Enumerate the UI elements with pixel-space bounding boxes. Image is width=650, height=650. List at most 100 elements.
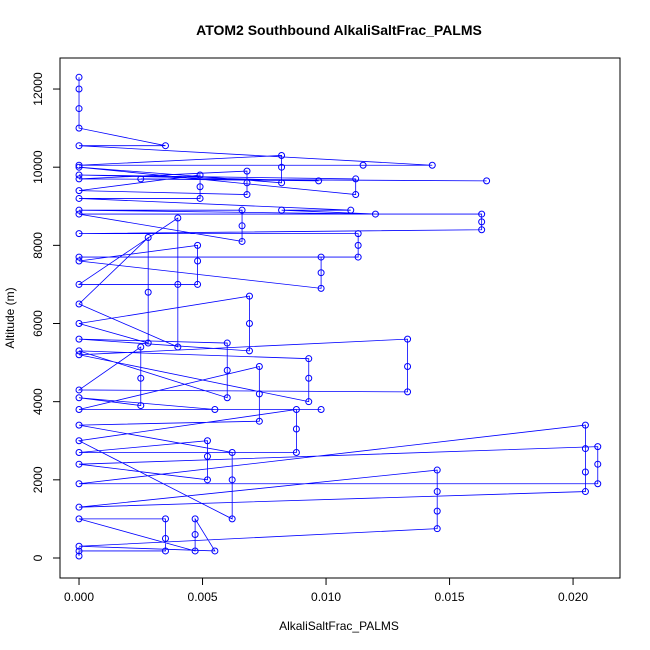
point [278, 206, 286, 214]
point [75, 552, 83, 560]
point [75, 105, 83, 113]
point [203, 437, 211, 445]
point [211, 547, 219, 555]
point [191, 547, 199, 555]
point [317, 253, 325, 261]
point [75, 194, 83, 202]
point [191, 515, 199, 523]
point [581, 468, 589, 476]
point [137, 175, 145, 183]
point [75, 85, 83, 93]
point [404, 362, 412, 370]
point [315, 177, 323, 185]
point [354, 253, 362, 261]
point [292, 448, 300, 456]
point [75, 437, 83, 445]
point [75, 515, 83, 523]
point [191, 531, 199, 539]
point [144, 234, 152, 242]
point [75, 171, 83, 179]
point [404, 388, 412, 396]
point [228, 448, 236, 456]
point [75, 257, 83, 265]
point [478, 210, 486, 218]
point [317, 269, 325, 277]
point [278, 163, 286, 171]
plot-frame [59, 57, 621, 579]
point [278, 151, 286, 159]
x-tick-label: 0.005 [188, 590, 218, 604]
point [75, 230, 83, 238]
point [194, 280, 202, 288]
point [433, 488, 441, 496]
point [196, 171, 204, 179]
point [594, 443, 602, 451]
point [174, 343, 182, 351]
point [223, 339, 231, 347]
point [223, 366, 231, 374]
point [137, 374, 145, 382]
point [75, 351, 83, 359]
point [243, 191, 251, 199]
y-tick-label: 2000 [31, 466, 45, 493]
point [161, 547, 169, 555]
point [354, 241, 362, 249]
point [478, 226, 486, 234]
y-tick-label: 10000 [31, 150, 45, 184]
point [243, 179, 251, 187]
point [174, 214, 182, 222]
y-tick-label: 0 [31, 554, 45, 561]
point [137, 343, 145, 351]
point [305, 355, 313, 363]
point [75, 300, 83, 308]
point [371, 210, 379, 218]
point [228, 515, 236, 523]
point [243, 167, 251, 175]
point [483, 177, 491, 185]
point [223, 394, 231, 402]
point [75, 280, 83, 288]
point [75, 142, 83, 150]
y-tick-label: 4000 [31, 388, 45, 415]
point [75, 163, 83, 171]
point [75, 421, 83, 429]
point [581, 421, 589, 429]
point [404, 335, 412, 343]
point [161, 142, 169, 150]
point [238, 222, 246, 230]
point [75, 460, 83, 468]
point [278, 179, 286, 187]
point [238, 206, 246, 214]
y-tick-label: 8000 [31, 232, 45, 259]
y-tick-label: 6000 [31, 310, 45, 337]
point [196, 194, 204, 202]
point [352, 191, 360, 199]
chart-title: ATOM2 Southbound AlkaliSaltFrac_PALMS [196, 22, 482, 38]
x-tick-label: 0.000 [64, 590, 94, 604]
point [203, 452, 211, 460]
point [75, 161, 83, 169]
point [137, 402, 145, 410]
point [354, 230, 362, 238]
point [245, 292, 253, 300]
x-tick-label: 0.015 [435, 590, 465, 604]
series-line [77, 77, 599, 557]
point [194, 241, 202, 249]
point [75, 480, 83, 488]
point [594, 480, 602, 488]
point [433, 525, 441, 533]
point [75, 175, 83, 183]
point [305, 374, 313, 382]
point [292, 405, 300, 413]
point [581, 488, 589, 496]
point [194, 257, 202, 265]
y-axis-label: Altitude (m) [3, 287, 17, 348]
point [292, 425, 300, 433]
point [161, 534, 169, 542]
point [75, 253, 83, 261]
point [75, 206, 83, 214]
point [203, 476, 211, 484]
point [478, 218, 486, 226]
point [75, 335, 83, 343]
